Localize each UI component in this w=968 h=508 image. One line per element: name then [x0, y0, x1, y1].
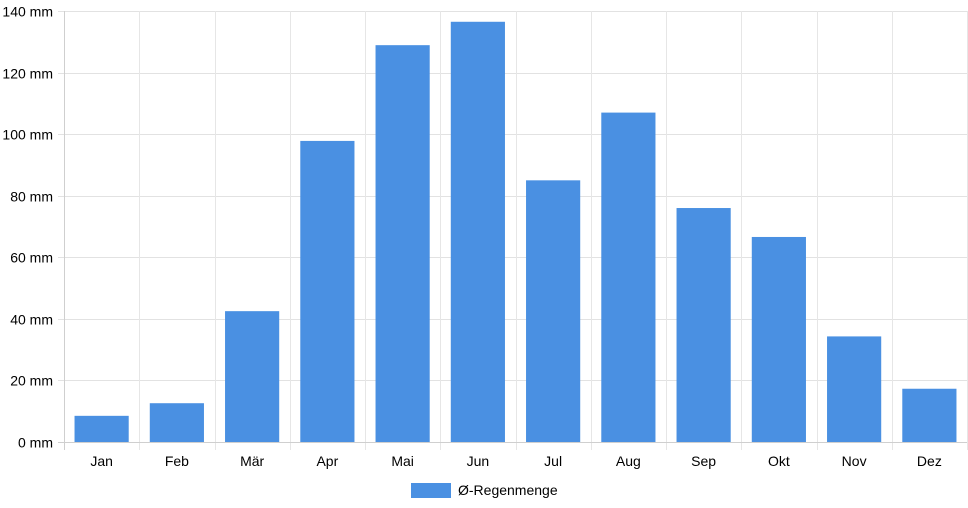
bar[interactable] — [300, 140, 355, 442]
bar[interactable] — [601, 112, 656, 442]
bar[interactable] — [902, 388, 957, 442]
x-tick-label: Aug — [616, 453, 641, 469]
y-tick-label: 120 mm — [2, 66, 53, 82]
x-tick-label: Okt — [768, 453, 790, 469]
bar[interactable] — [74, 415, 129, 442]
x-tick-label: Jan — [90, 453, 113, 469]
y-tick-label: 0 mm — [18, 435, 53, 451]
x-tick-label: Apr — [316, 453, 338, 469]
x-tick-label: Mär — [240, 453, 264, 469]
legend[interactable]: Ø-Regenmenge — [411, 482, 558, 498]
y-tick-label: 100 mm — [2, 127, 53, 143]
y-axis: 0 mm 20 mm 40 mm 60 mm 80 mm 100 mm 120 mm 140 … — [2, 4, 53, 451]
bars — [74, 21, 957, 443]
grid-lines — [58, 11, 968, 450]
y-tick-label: 40 mm — [10, 312, 53, 328]
x-tick-label: Dez — [917, 453, 942, 469]
bar[interactable] — [827, 336, 882, 442]
bar[interactable] — [526, 180, 581, 443]
legend-swatch — [411, 483, 451, 498]
bar[interactable] — [751, 236, 806, 442]
bar[interactable] — [225, 311, 280, 442]
y-tick-label: 60 mm — [10, 250, 53, 266]
legend-label: Ø-Regenmenge — [458, 482, 558, 498]
bar[interactable] — [676, 208, 731, 442]
bar[interactable] — [149, 403, 204, 442]
x-tick-label: Jul — [544, 453, 562, 469]
x-tick-label: Jun — [467, 453, 490, 469]
y-tick-label: 140 mm — [2, 4, 53, 20]
x-tick-label: Mai — [391, 453, 414, 469]
x-tick-label: Feb — [165, 453, 189, 469]
bar[interactable] — [450, 21, 505, 443]
x-tick-label: Sep — [691, 453, 716, 469]
y-tick-label: 80 mm — [10, 189, 53, 205]
x-tick-label: Nov — [842, 453, 867, 469]
y-tick-label: 20 mm — [10, 373, 53, 389]
bar[interactable] — [375, 45, 430, 442]
x-axis: Jan Feb Mär Apr Mai Jun Jul Aug Sep Okt Nov Dez — [58, 442, 967, 469]
